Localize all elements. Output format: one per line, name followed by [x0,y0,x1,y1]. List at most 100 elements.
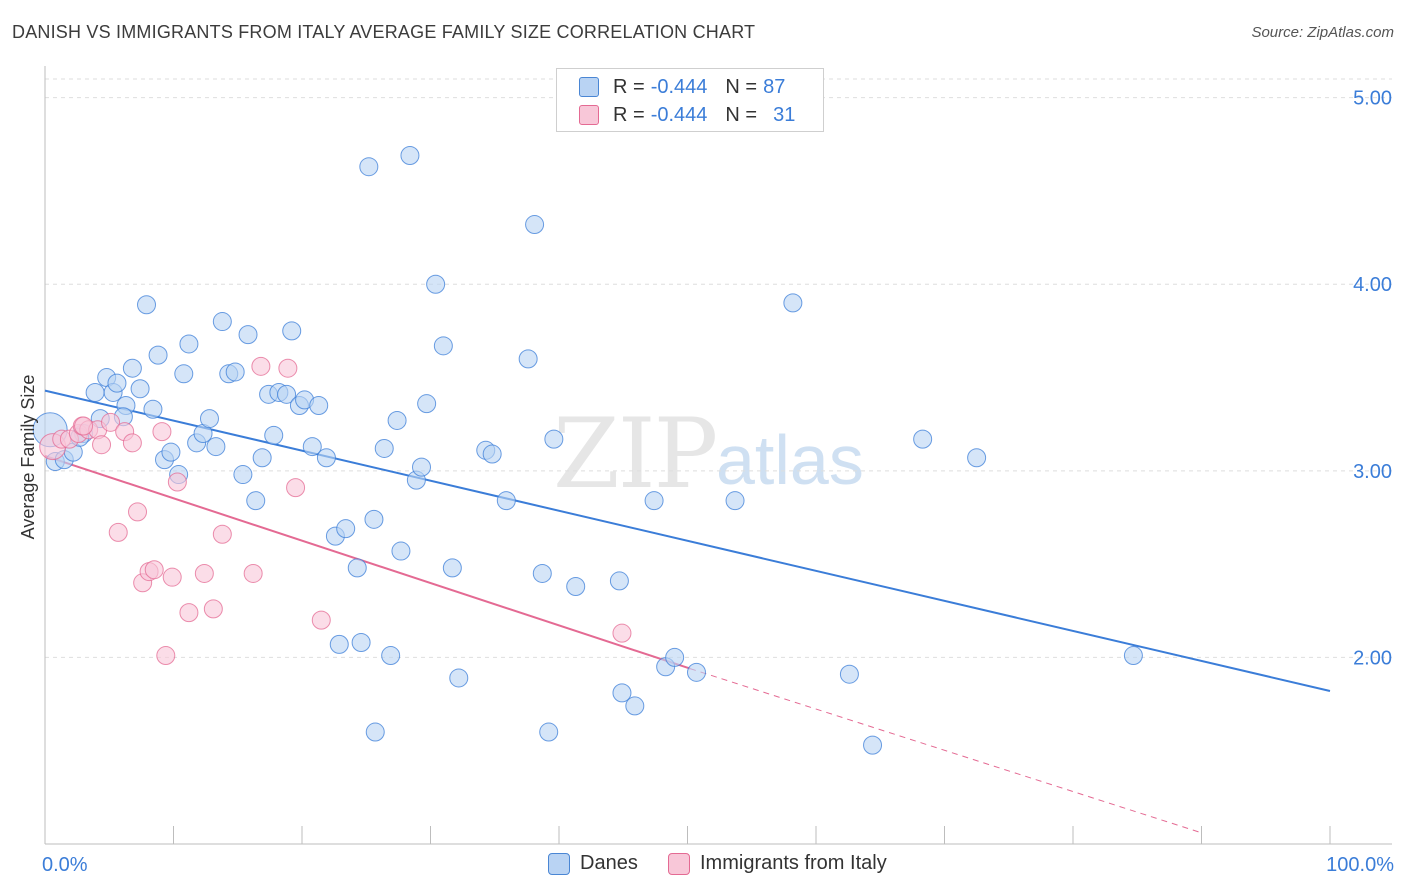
data-point [609,571,629,591]
data-point [544,429,564,449]
bottom-legend-label-danes: Danes [580,852,638,874]
data-points [32,146,1143,755]
data-point [612,683,632,703]
data-point [85,382,105,402]
data-point [212,312,232,332]
legend-n-label: N = [725,103,758,126]
data-point [644,491,664,511]
bottom-legend-swatch-italy [668,852,690,875]
bottom-legend-danes: Danes [548,852,638,875]
data-point [665,647,685,667]
bottom-legend-italy: Immigrants from Italy [668,852,887,875]
data-point [174,364,194,384]
data-point [336,519,356,539]
x-tick-label: 0.0% [42,854,88,876]
data-point [612,623,632,643]
data-point [101,412,121,432]
data-point [725,491,745,511]
data-point [359,157,379,177]
data-point [148,345,168,365]
data-point [167,472,187,492]
data-point [252,448,272,468]
data-point [316,448,336,468]
legend-n-label: N = [725,75,758,98]
data-point [238,325,258,345]
legend-n-value: 31 [773,103,796,126]
data-point [282,321,302,341]
legend-r-label: R = [613,75,645,98]
data-point [967,448,987,468]
data-point [243,563,263,583]
data-point [246,491,266,511]
data-point [199,409,219,429]
legend-r-value: -0.444 [650,75,708,98]
data-point [863,735,883,755]
legend-r-value: -0.444 [650,103,708,126]
source-label: Source: ZipAtlas.com [1251,24,1394,41]
data-point [686,662,706,682]
data-point [194,563,214,583]
data-point [277,384,297,404]
data-point [539,722,559,742]
legend-box: R = -0.444 N = 87 R = -0.444 N = 31 [556,68,824,132]
data-point [329,634,349,654]
data-point [311,610,331,630]
data-point [433,336,453,356]
data-point [122,433,142,453]
data-point [364,509,384,529]
y-tick-label: 3.00 [1353,461,1392,483]
data-point [143,399,163,419]
x-tick-label: 100.0% [1326,854,1394,876]
data-point [74,416,94,436]
data-point [130,379,150,399]
data-point [162,567,182,587]
data-point [144,560,164,580]
data-point [381,646,401,666]
trend-line-extension [689,668,1202,834]
watermark-atlas: atlas [716,421,864,499]
data-point [206,437,226,457]
trend-line [44,454,691,670]
axis-labels: 2.00 3.00 4.00 5.00 0.0% 100.0% Average Family… [18,88,1394,876]
data-point [839,664,859,684]
data-point [179,334,199,354]
data-point [137,295,157,315]
data-point [161,442,181,462]
data-point [264,425,284,445]
legend-n-value: 87 [763,75,786,98]
data-point [387,410,407,430]
data-point [566,577,586,597]
watermark-zip: ZIP [553,398,718,510]
data-point [225,362,245,382]
data-point [351,632,371,652]
bottom-legend-label-italy: Immigrants from Italy [700,852,887,874]
y-tick-label: 4.00 [1353,274,1392,296]
data-point [107,373,127,393]
data-point [400,146,420,165]
data-point [417,394,437,414]
legend-r-label: R = [613,103,645,126]
trend-lines [44,389,1331,834]
chart-title: DANISH VS IMMIGRANTS FROM ITALY AVERAGE … [12,22,756,42]
data-point [532,563,552,583]
legend-row-danes: R = -0.444 N = 87 [579,75,785,99]
data-point [625,696,645,716]
data-point [302,437,322,457]
data-point [913,429,933,449]
data-point [203,599,223,619]
data-point [1123,646,1143,666]
legend-swatch-italy [579,105,599,125]
data-point [518,349,538,369]
data-point [426,274,446,294]
data-point [179,603,199,623]
data-point [449,668,469,688]
data-point [525,215,545,235]
data-point [391,541,411,561]
axes [44,66,1392,845]
data-point [156,646,176,666]
data-point [374,438,394,458]
legend-swatch-danes [579,77,599,97]
data-point [128,502,148,522]
legend-row-italy: R = -0.444 N = 31 [579,103,795,127]
